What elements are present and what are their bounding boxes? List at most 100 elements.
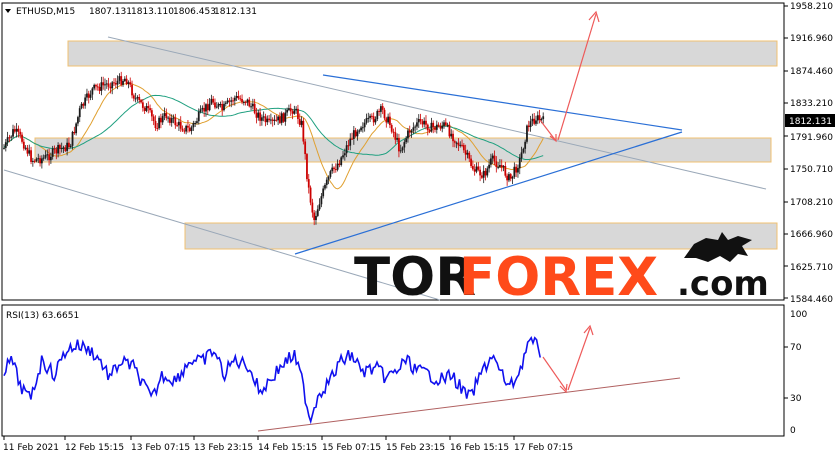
candle-body [504, 166, 507, 176]
channel-lower-line[interactable] [3, 169, 441, 301]
candle-body [253, 103, 256, 113]
candle-body [104, 84, 106, 86]
time-axis: 11 Feb 2021 12 Feb 15:15 13 Feb 07:15 13… [3, 436, 573, 453]
candle-body [338, 163, 341, 165]
open-value: 1807.131 [89, 7, 132, 17]
time-label: 11 Feb 2021 [3, 443, 59, 453]
rsi-label: RSI(13) 63.6651 [6, 311, 79, 321]
candle-body [59, 145, 61, 149]
candle-body [87, 93, 90, 98]
candle-body [68, 142, 70, 148]
rsi-forecast-arrows [542, 324, 594, 394]
candle-body [12, 129, 14, 137]
candle-body [464, 150, 467, 155]
candle-body [336, 163, 339, 170]
triangle-lines [294, 74, 683, 255]
candle-body [324, 184, 326, 189]
candle-body [484, 170, 487, 176]
candle-body [199, 109, 202, 112]
watermark-dotcom: .com [677, 264, 769, 304]
watermark-tor: TOR [354, 247, 476, 308]
candle-body [152, 116, 155, 121]
candle-body [210, 98, 213, 104]
candle-body [307, 179, 310, 188]
candle-body [399, 150, 402, 152]
candle-body [179, 121, 182, 129]
candle-body [170, 118, 173, 123]
low-value: 1806.453 [173, 7, 216, 17]
candle-body [531, 118, 534, 122]
resistance-zone[interactable] [67, 40, 778, 67]
candle-body [536, 115, 539, 121]
candle-body [527, 125, 530, 128]
candle-body [89, 94, 92, 98]
candle-body [273, 119, 276, 121]
candle-body [499, 165, 501, 167]
candle-body [457, 142, 460, 146]
candle-body [432, 122, 435, 128]
candle-body [197, 111, 200, 122]
candle-body [219, 103, 222, 105]
candle-body [360, 127, 362, 131]
candle-body [57, 145, 59, 154]
candle-body [26, 147, 29, 154]
candle-body [17, 128, 20, 132]
candle-body [100, 82, 103, 91]
candle-body [188, 127, 191, 132]
candle-body [242, 101, 245, 103]
candle-body [297, 108, 299, 119]
candle-body [262, 116, 265, 118]
candle-body [490, 158, 492, 165]
candle-body [136, 97, 139, 99]
candle-body [127, 82, 130, 84]
candle-body [21, 134, 23, 142]
candle-body [214, 102, 216, 108]
rsi-tick: 0 [790, 426, 796, 436]
candle-body [48, 154, 50, 161]
triangle-upper-line[interactable] [322, 74, 683, 131]
candle-body [165, 113, 168, 119]
triangle-lower-line[interactable] [294, 131, 683, 255]
candle-body [416, 122, 418, 127]
candle-body [82, 103, 85, 106]
candle-body [486, 168, 489, 176]
candle-body [453, 141, 456, 143]
candle-body [221, 103, 224, 111]
candle-body [304, 141, 307, 155]
rsi-panel[interactable] [1, 304, 785, 437]
candle-body [518, 158, 521, 169]
candle-body [403, 142, 406, 148]
candle-body [10, 136, 13, 138]
candle-body [280, 113, 283, 123]
candle-body [291, 111, 294, 114]
candle-body [468, 152, 471, 159]
candle-body [379, 106, 382, 112]
forecast-pullback-head [549, 134, 557, 143]
candle-body [398, 138, 400, 152]
candle-body [161, 116, 164, 123]
candle-body [203, 107, 206, 112]
candle-body [246, 99, 249, 103]
candle-body [107, 83, 110, 87]
rsi-pullback-head [559, 383, 568, 394]
high-value: 1813.110 [131, 7, 174, 17]
channel-upper-line[interactable] [107, 36, 767, 190]
candle-body [95, 84, 97, 87]
candle-body [77, 117, 79, 124]
rsi-support-line[interactable] [257, 377, 681, 432]
candle-body [471, 166, 474, 170]
candle-body [159, 117, 162, 123]
candle-body [132, 95, 135, 99]
candle-body [293, 110, 296, 114]
header-dropdown-icon[interactable] [5, 9, 11, 13]
support-zone[interactable] [184, 222, 778, 250]
candle-body [477, 166, 480, 170]
candle-body [28, 150, 31, 154]
candle-body [491, 155, 494, 159]
candle-body [376, 110, 379, 120]
candle-body [446, 124, 449, 126]
candlestick-series [3, 71, 545, 226]
candle-body [196, 121, 198, 123]
rsi-tick: 30 [790, 394, 802, 404]
